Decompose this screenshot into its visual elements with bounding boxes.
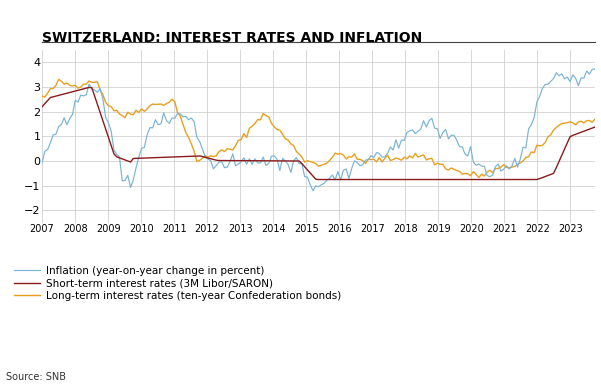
Inflation (year-on-year change in percent) [334,169,341,174]
Short-term interest rates (3M Libor/SARON) [102,127,109,131]
Short-term interest rates (3M Libor/SARON) [38,104,46,109]
Legend: Inflation (year-on-year change in percent), Short-term interest rates (3M Libor/: Inflation (year-on-year change in percen… [14,266,341,301]
Short-term interest rates (3M Libor/SARON) [459,177,466,182]
Inflation (year-on-year change in percent) [323,178,331,183]
Short-term interest rates (3M Libor/SARON) [600,122,601,126]
Short-term interest rates (3M Libor/SARON) [337,177,344,182]
Long-term interest rates (ten-year Confederation bonds) [38,94,46,98]
Short-term interest rates (3M Libor/SARON) [315,177,322,182]
Inflation (year-on-year change in percent) [456,144,463,149]
Short-term interest rates (3M Libor/SARON) [326,177,333,182]
Long-term interest rates (ten-year Confederation bonds) [323,161,331,166]
Long-term interest rates (ten-year Confederation bonds) [102,100,109,105]
Long-term interest rates (ten-year Confederation bonds) [334,152,341,156]
Inflation (year-on-year change in percent) [591,66,599,71]
Line: Short-term interest rates (3M Libor/SARON): Short-term interest rates (3M Libor/SARO… [42,88,601,180]
Text: Source: SNB: Source: SNB [6,372,66,382]
Long-term interest rates (ten-year Confederation bonds) [456,169,463,174]
Long-term interest rates (ten-year Confederation bonds) [600,114,601,119]
Long-term interest rates (ten-year Confederation bonds) [55,77,63,82]
Text: SWITZERLAND: INTEREST RATES AND INFLATION: SWITZERLAND: INTEREST RATES AND INFLATIO… [42,31,423,45]
Inflation (year-on-year change in percent) [310,189,317,193]
Line: Long-term interest rates (ten-year Confederation bonds): Long-term interest rates (ten-year Confe… [42,79,601,177]
Long-term interest rates (ten-year Confederation bonds) [475,175,483,180]
Inflation (year-on-year change in percent) [132,166,139,170]
Long-term interest rates (ten-year Confederation bonds) [191,149,198,154]
Line: Inflation (year-on-year change in percent): Inflation (year-on-year change in percen… [42,69,601,191]
Inflation (year-on-year change in percent) [99,97,106,101]
Inflation (year-on-year change in percent) [188,116,195,120]
Short-term interest rates (3M Libor/SARON) [135,156,142,161]
Long-term interest rates (ten-year Confederation bonds) [135,110,142,115]
Inflation (year-on-year change in percent) [38,161,46,165]
Short-term interest rates (3M Libor/SARON) [191,154,198,159]
Short-term interest rates (3M Libor/SARON) [85,85,93,90]
Inflation (year-on-year change in percent) [600,66,601,71]
